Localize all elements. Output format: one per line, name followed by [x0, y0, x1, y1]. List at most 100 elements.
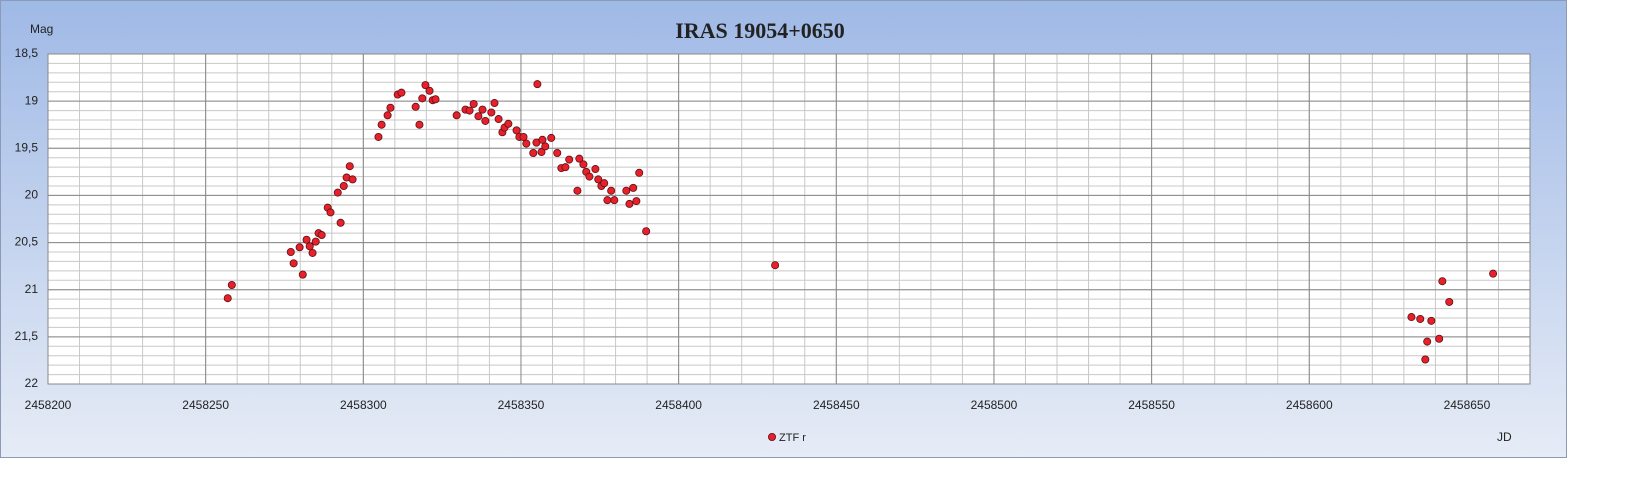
chart-title: IRAS 19054+0650 [675, 18, 845, 43]
data-point [642, 227, 651, 236]
data-point [383, 111, 392, 120]
data-point [632, 197, 641, 206]
data-point [311, 237, 320, 246]
data-point [295, 243, 304, 252]
data-point [591, 165, 600, 174]
data-point [547, 133, 556, 142]
data-point [603, 196, 612, 205]
data-point [1438, 277, 1447, 286]
data-point [425, 86, 434, 95]
data-point [465, 106, 474, 115]
data-point [565, 155, 574, 164]
data-point [575, 154, 584, 163]
data-point [533, 80, 542, 89]
x-tick-label: 2458300 [340, 398, 387, 412]
y-axis-label: Mag [30, 22, 53, 36]
data-point [431, 95, 440, 104]
data-point [600, 179, 609, 188]
x-tick-label: 2458250 [182, 398, 229, 412]
data-point [415, 120, 424, 129]
x-tick-label: 2458600 [1286, 398, 1333, 412]
data-point [308, 248, 317, 257]
data-point [339, 181, 348, 190]
y-tick-label: 19,5 [15, 140, 39, 154]
data-point [573, 186, 582, 195]
data-point [771, 261, 780, 270]
data-point [1435, 334, 1444, 343]
data-point [622, 186, 631, 195]
data-point [418, 94, 427, 103]
data-point [1423, 337, 1432, 346]
data-point [289, 259, 298, 268]
data-point [607, 186, 616, 195]
data-point [227, 280, 236, 289]
data-point [326, 208, 335, 217]
plot-border [47, 53, 1531, 385]
data-point [490, 99, 499, 108]
data-point [478, 105, 487, 114]
data-point [452, 111, 461, 120]
data-point [553, 148, 562, 157]
data-point [541, 142, 550, 151]
data-point [1489, 269, 1498, 278]
data-point [317, 231, 326, 240]
data-point [223, 294, 232, 303]
data-point [411, 102, 420, 111]
data-point [529, 148, 538, 157]
data-point [561, 163, 570, 172]
data-point [625, 199, 634, 208]
data-point [302, 235, 311, 244]
data-point [397, 88, 406, 97]
data-point [348, 175, 357, 184]
data-point [469, 99, 478, 108]
x-tick-label: 2458400 [655, 398, 702, 412]
data-point [522, 139, 531, 148]
y-tick-label: 20,5 [15, 235, 39, 249]
data-point [377, 120, 386, 129]
data-point [594, 175, 603, 184]
data-point [386, 103, 395, 112]
y-tick-label: 18,5 [15, 46, 39, 60]
y-tick-label: 21 [25, 282, 39, 296]
y-tick-label: 22 [25, 376, 39, 390]
data-point [504, 119, 513, 128]
data-point [1416, 314, 1425, 323]
data-point [585, 172, 594, 181]
data-point [519, 132, 528, 141]
data-point [1445, 297, 1454, 306]
x-tick-label: 2458450 [813, 398, 860, 412]
data-point [579, 160, 588, 169]
data-point [333, 188, 342, 197]
data-point [610, 196, 619, 205]
plot-area [48, 54, 1530, 384]
x-tick-label: 2458650 [1444, 398, 1491, 412]
data-point [305, 242, 314, 251]
data-point [286, 247, 295, 256]
data-point [494, 115, 503, 124]
x-tick-label: 2458200 [25, 398, 72, 412]
data-point [487, 108, 496, 117]
data-point [537, 148, 546, 157]
legend-label: ZTF r [779, 432, 806, 444]
data-point [374, 132, 383, 141]
data-point [298, 270, 307, 279]
data-point [481, 116, 490, 125]
y-tick-label: 21,5 [15, 329, 39, 343]
x-tick-label: 2458350 [498, 398, 545, 412]
x-tick-label: 2458500 [971, 398, 1018, 412]
y-tick-label: 19 [25, 93, 39, 107]
data-point [629, 183, 638, 192]
x-tick-label: 2458550 [1128, 398, 1175, 412]
data-point [512, 126, 521, 135]
data-point [538, 135, 547, 144]
data-point [421, 81, 430, 90]
data-point [1407, 313, 1416, 322]
data-point [474, 112, 483, 121]
data-point [336, 218, 345, 227]
data-point [1421, 355, 1430, 364]
x-axis-label: JD [1497, 430, 1512, 444]
data-point [345, 162, 354, 171]
data-point [1427, 316, 1436, 325]
